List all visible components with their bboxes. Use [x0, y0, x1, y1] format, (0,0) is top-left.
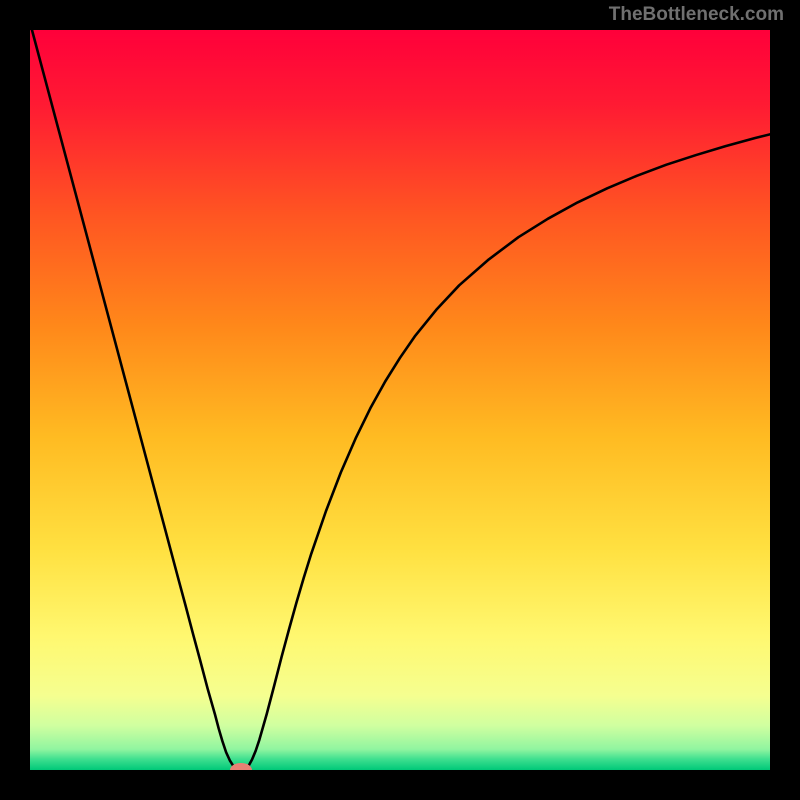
plot-area — [30, 30, 770, 770]
watermark-label: TheBottleneck.com — [609, 4, 784, 26]
optimal-point-marker — [230, 763, 252, 770]
bottleneck-curve — [30, 30, 770, 770]
chart-outer-frame: TheBottleneck.com — [0, 0, 800, 800]
